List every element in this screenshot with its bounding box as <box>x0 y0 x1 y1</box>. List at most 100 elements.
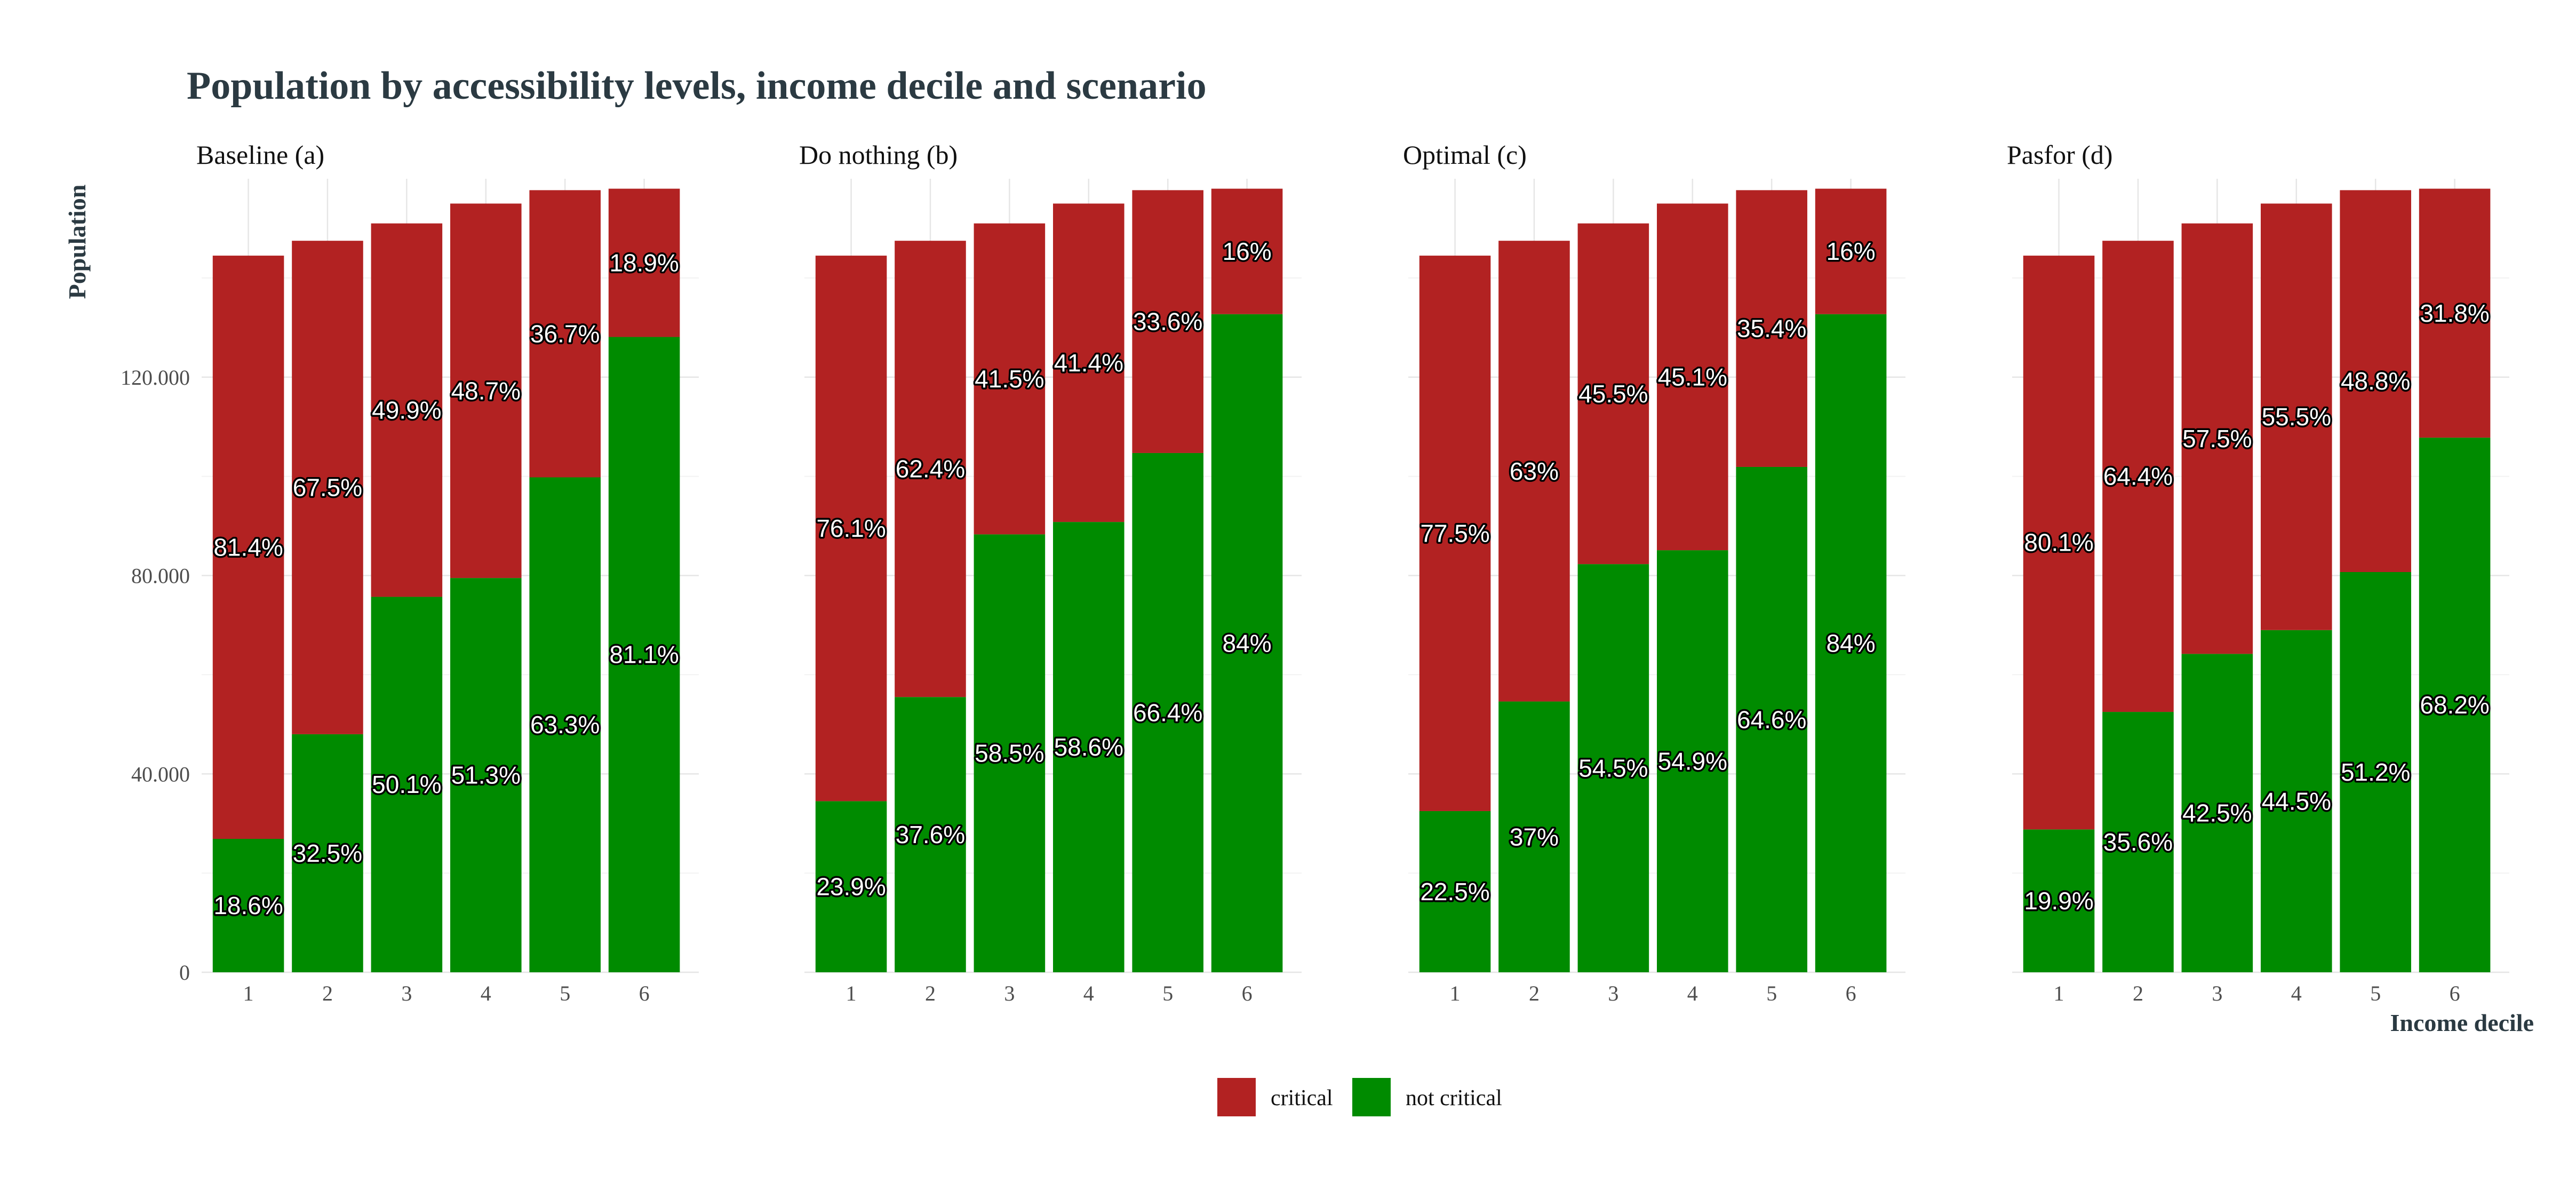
bar-not-critical <box>1498 701 1570 972</box>
x-tick-label: 6 <box>1242 981 1253 1005</box>
facet-title: Pasfor (d) <box>2007 140 2113 170</box>
bar-not-critical <box>371 597 443 972</box>
bar-label-critical: 67.5% <box>293 474 362 502</box>
bar-label-critical: 31.8% <box>2420 299 2489 327</box>
bar-critical <box>895 241 966 697</box>
bar-not-critical <box>529 477 601 972</box>
bar-label-critical: 80.1% <box>2024 529 2093 557</box>
bar-not-critical <box>1211 314 1283 972</box>
bar-label-not-critical: 35.6% <box>2103 828 2173 856</box>
bar-critical <box>2340 190 2411 572</box>
x-tick-label: 1 <box>1450 981 1461 1005</box>
x-tick-label: 6 <box>639 981 650 1005</box>
bar-label-critical: 81.4% <box>213 534 283 561</box>
bar-label-not-critical: 54.5% <box>1578 755 1648 782</box>
bar-not-critical <box>608 337 680 972</box>
bar-not-critical <box>1736 466 1807 972</box>
x-tick-label: 4 <box>1083 981 1094 1005</box>
bar-label-critical: 48.7% <box>451 377 521 404</box>
x-tick-label: 5 <box>560 981 570 1005</box>
bar-not-critical <box>292 734 363 972</box>
facet-title: Optimal (c) <box>1403 140 1527 170</box>
bar-label-critical: 45.5% <box>1578 380 1648 408</box>
bar-label-critical: 16% <box>1223 237 1272 265</box>
x-tick-label: 1 <box>846 981 857 1005</box>
facet-panel: Pasfor (d) 19.9% 80.1% 1 35.6% 64.4% 2 42.5% 57.… <box>2007 140 2509 1005</box>
bar-critical <box>529 190 601 478</box>
bar-not-critical <box>2340 572 2411 972</box>
legend-label: critical <box>1271 1086 1333 1110</box>
bar-critical <box>2419 188 2491 438</box>
bar-label-not-critical: 42.5% <box>2182 799 2252 827</box>
bar-label-critical: 62.4% <box>896 455 965 483</box>
legend-item: not critical <box>1352 1078 1502 1116</box>
bar-label-not-critical: 51.2% <box>2341 758 2410 786</box>
bar-not-critical <box>1132 453 1203 972</box>
bar-not-critical <box>2102 712 2174 972</box>
bar-label-critical: 63% <box>1510 457 1559 485</box>
bar-not-critical <box>2023 829 2095 972</box>
bar-not-critical <box>2419 438 2491 972</box>
bar-label-critical: 33.6% <box>1133 308 1202 336</box>
bar-critical <box>608 188 680 337</box>
bar-label-not-critical: 44.5% <box>2262 787 2331 815</box>
bar-critical <box>815 256 887 802</box>
bar-label-not-critical: 19.9% <box>2024 887 2093 915</box>
bar-critical <box>371 223 443 597</box>
x-tick-label: 4 <box>1687 981 1698 1005</box>
y-tick-label: 120.000 <box>121 366 190 390</box>
x-tick-label: 1 <box>2054 981 2064 1005</box>
y-tick-label: 80.000 <box>131 564 190 588</box>
bar-label-not-critical: 58.6% <box>1054 733 1123 761</box>
bar-label-critical: 76.1% <box>816 514 886 542</box>
bar-critical <box>1419 256 1491 811</box>
bar-not-critical <box>1657 550 1728 972</box>
bar-critical <box>1053 203 1124 522</box>
bar-label-critical: 18.9% <box>609 249 679 277</box>
bar-label-not-critical: 84% <box>1223 629 1272 657</box>
bar-critical <box>2102 241 2174 712</box>
x-tick-label: 1 <box>243 981 254 1005</box>
bar-label-not-critical: 51.3% <box>451 761 521 789</box>
bar-critical <box>1498 241 1570 702</box>
facet-title: Do nothing (b) <box>799 140 958 170</box>
bar-critical <box>1132 190 1203 453</box>
bar-label-not-critical: 64.6% <box>1737 705 1806 733</box>
bar-label-critical: 64.4% <box>2103 463 2173 490</box>
y-tick-label: 0 <box>179 961 190 985</box>
legend-swatch <box>1352 1078 1391 1116</box>
bar-label-critical: 41.4% <box>1054 349 1123 377</box>
x-tick-label: 5 <box>2370 981 2381 1005</box>
bar-label-not-critical: 18.6% <box>213 892 283 919</box>
bar-not-critical <box>450 578 522 972</box>
bar-label-not-critical: 68.2% <box>2420 691 2489 719</box>
bar-label-not-critical: 81.1% <box>609 641 679 669</box>
x-tick-label: 3 <box>1004 981 1015 1005</box>
bar-critical <box>1657 203 1728 551</box>
bar-not-critical <box>2261 630 2332 972</box>
bar-critical <box>2023 256 2095 830</box>
bar-label-not-critical: 32.5% <box>293 839 362 867</box>
bar-critical <box>974 223 1046 535</box>
bar-label-not-critical: 23.9% <box>816 873 886 901</box>
legend-item: critical <box>1217 1078 1333 1116</box>
bar-critical <box>2181 223 2253 654</box>
bar-critical <box>1815 188 1887 314</box>
bar-label-not-critical: 22.5% <box>1420 878 1489 906</box>
facet-panel: Do nothing (b) 23.9% 76.1% 1 37.6% 62.4% 2 58.5… <box>799 140 1302 1005</box>
x-axis-title: Income decile <box>2390 1009 2534 1036</box>
x-tick-label: 2 <box>925 981 936 1005</box>
legend-label: not critical <box>1406 1086 1502 1110</box>
bar-label-not-critical: 58.5% <box>975 740 1044 767</box>
bar-label-critical: 57.5% <box>2182 425 2252 453</box>
x-tick-label: 5 <box>1162 981 1173 1005</box>
bar-label-not-critical: 66.4% <box>1133 699 1202 726</box>
x-tick-label: 4 <box>2291 981 2302 1005</box>
bar-critical <box>1736 190 1807 467</box>
x-tick-label: 5 <box>1766 981 1777 1005</box>
bar-critical <box>2261 203 2332 630</box>
legend: critical not critical <box>1217 1078 1502 1116</box>
bar-label-critical: 49.9% <box>372 396 441 424</box>
bar-label-critical: 16% <box>1827 237 1876 265</box>
